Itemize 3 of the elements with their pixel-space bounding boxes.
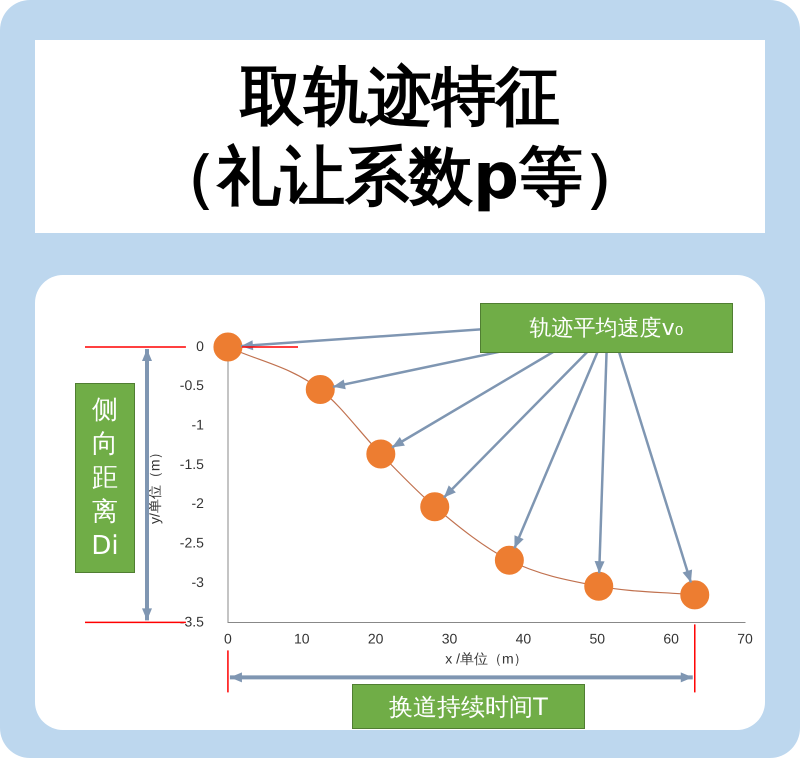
chart-title: 取轨迹特征 <box>240 58 560 136</box>
x-tick-label: 70 <box>737 630 753 647</box>
chart-subtitle: （礼让系数p等） <box>153 138 647 216</box>
